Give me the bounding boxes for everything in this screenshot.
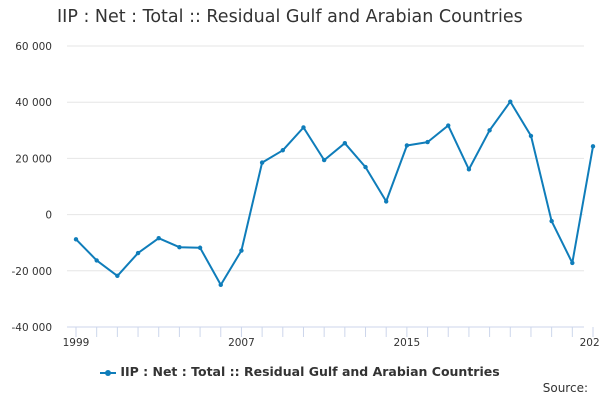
- y-tick-label: -20 000: [11, 266, 52, 278]
- data-point: [570, 260, 575, 266]
- y-tick-label: -40 000: [11, 322, 52, 334]
- x-tick-label: 1999: [63, 337, 90, 349]
- x-axis: [67, 326, 594, 337]
- x-tick-label: 2007: [228, 337, 255, 349]
- data-point: [197, 245, 203, 250]
- data-point: [384, 199, 389, 204]
- data-point: [528, 133, 534, 139]
- data-point: [446, 123, 451, 128]
- series-line: [75, 100, 594, 286]
- data-point: [156, 236, 161, 241]
- data-point: [549, 218, 554, 224]
- y-tick-label: 40 000: [15, 97, 52, 109]
- y-tick-label: 60 000: [15, 41, 52, 53]
- y-tick-label: 0: [45, 210, 52, 222]
- source-label[interactable]: Source:: [542, 381, 588, 395]
- data-point: [590, 144, 596, 149]
- data-point: [177, 244, 182, 250]
- data-point: [239, 248, 244, 253]
- y-tick-label: 20 000: [15, 153, 52, 165]
- chart-title: IIP : Net : Total :: Residual Gulf and A…: [57, 7, 523, 27]
- x-tick-label: 2024: [580, 337, 600, 349]
- data-point: [301, 125, 306, 130]
- data-point: [508, 99, 513, 104]
- data-point: [73, 237, 79, 242]
- data-point: [404, 143, 410, 148]
- data-point: [466, 167, 472, 172]
- legend-line-icon: [100, 368, 117, 378]
- x-axis-labels: 1999 2007 2015 2024: [63, 337, 600, 349]
- grid-lines: [67, 45, 584, 328]
- series-layer: [73, 99, 596, 288]
- data-point: [280, 148, 285, 153]
- legend[interactable]: IIP : Net : Total :: Residual Gulf and A…: [0, 364, 600, 379]
- data-point: [218, 282, 223, 288]
- data-point: [259, 160, 265, 165]
- data-point: [425, 139, 430, 145]
- legend-label: IIP : Net : Total :: Residual Gulf and A…: [120, 364, 500, 379]
- data-point: [321, 157, 327, 163]
- data-point: [487, 128, 492, 133]
- data-point: [342, 141, 348, 146]
- data-point: [363, 164, 368, 170]
- data-point: [135, 250, 141, 256]
- data-point: [115, 273, 120, 279]
- y-axis-labels: -40 000 -20 000 0 20 000 40 000 60 000: [11, 41, 52, 334]
- data-point: [94, 258, 99, 263]
- x-tick-label: 2015: [394, 337, 421, 349]
